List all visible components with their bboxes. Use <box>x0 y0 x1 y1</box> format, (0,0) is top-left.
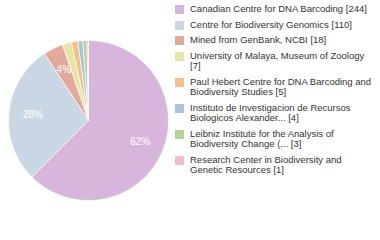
html-text:Leibniz Institute for the Anal: Leibniz Institute for the Analysis of Bi… <box>190 127 334 149</box>
html-text:Centre for Biodiversity Genomi: Centre for Biodiversity Genomics [110] <box>190 18 352 30</box>
svg-text:4%: 4% <box>57 64 72 75</box>
html-text:University of Malaya, Museum o: University of Malaya, Museum of Zoology … <box>190 49 365 71</box>
svg-text:62%: 62% <box>130 136 150 147</box>
html-text:Instituto de Investigacion de: Instituto de Investigacion de Recursos B… <box>190 101 351 123</box>
html-text:Paul Hebert Centre for DNA Bar: Paul Hebert Centre for DNA Barcoding and… <box>190 75 372 97</box>
html-text:Canadian Centre for DNA Barcod: Canadian Centre for DNA Barcoding [244] <box>190 3 367 14</box>
html-text:Research Center in Biodiversit: Research Center in Biodiversity and Gene… <box>190 153 342 175</box>
html-text:Mined from GenBank, NCBI [18]: Mined from GenBank, NCBI [18] <box>190 34 327 45</box>
svg-text:28%: 28% <box>23 109 43 120</box>
